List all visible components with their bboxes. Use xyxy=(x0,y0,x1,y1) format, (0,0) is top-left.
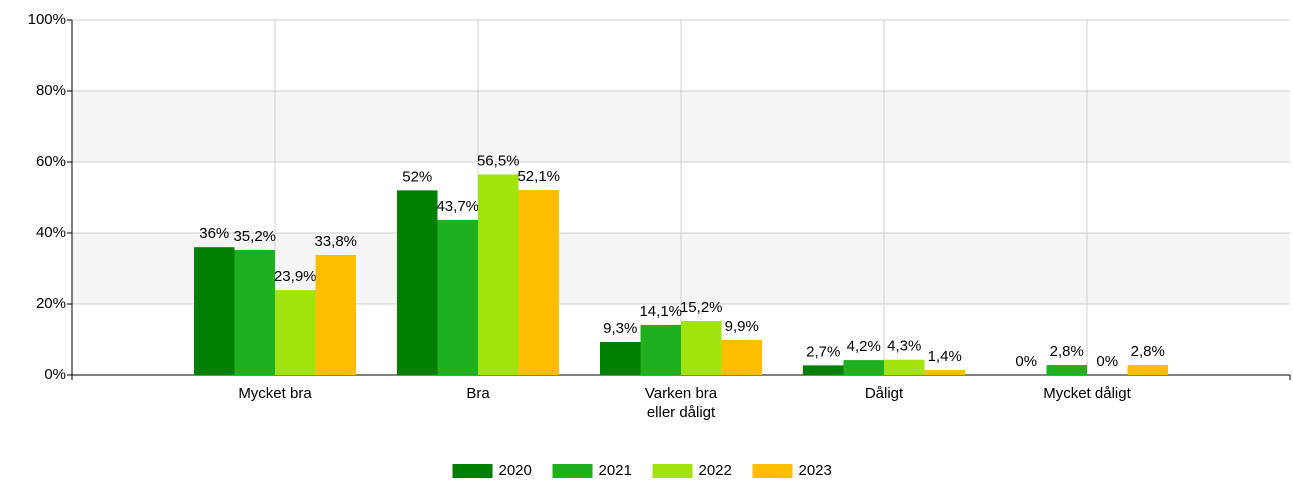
bar xyxy=(1046,365,1087,375)
bar xyxy=(1127,365,1168,375)
bar xyxy=(315,255,356,375)
legend-label: 2021 xyxy=(599,462,632,479)
y-tick-label: 40% xyxy=(36,224,66,241)
x-tick-label: Mycket dåligt xyxy=(1043,385,1131,402)
value-label: 23,9% xyxy=(274,268,317,285)
bar xyxy=(194,247,235,375)
value-label: 4,2% xyxy=(847,338,881,355)
legend-label: 2022 xyxy=(699,462,732,479)
value-label: 15,2% xyxy=(680,299,723,316)
y-tick-label: 100% xyxy=(28,11,66,28)
bar xyxy=(275,290,316,375)
bar xyxy=(681,321,722,375)
x-tick-label: Varken bra eller dåligt xyxy=(644,385,718,421)
legend-swatch xyxy=(652,464,693,478)
y-tick-label: 60% xyxy=(36,153,66,170)
value-label: 14,1% xyxy=(639,303,682,320)
y-tick-label: 80% xyxy=(36,82,66,99)
value-label: 33,8% xyxy=(314,233,357,250)
bar xyxy=(600,341,641,375)
value-label: 9,9% xyxy=(725,318,759,335)
bar xyxy=(478,174,519,375)
legend-swatch xyxy=(452,464,493,478)
bar xyxy=(518,190,559,375)
bar xyxy=(234,250,275,375)
bar xyxy=(803,365,844,375)
legend-swatch xyxy=(552,464,593,478)
bar xyxy=(884,359,925,375)
value-label: 0% xyxy=(1015,353,1037,370)
value-label: 2,8% xyxy=(1050,343,1084,360)
value-label: 52,1% xyxy=(517,168,560,185)
bar xyxy=(437,219,478,375)
value-label: 4,3% xyxy=(887,338,921,355)
value-label: 35,2% xyxy=(233,228,276,245)
value-label: 56,5% xyxy=(477,152,520,169)
value-label: 2,8% xyxy=(1131,343,1165,360)
bar xyxy=(924,370,965,375)
value-label: 1,4% xyxy=(928,348,962,365)
bar xyxy=(721,339,762,375)
y-tick-label: 20% xyxy=(36,295,66,312)
value-label: 0% xyxy=(1096,353,1118,370)
value-label: 36% xyxy=(199,225,229,242)
bar xyxy=(843,360,884,375)
x-tick-label: Mycket bra xyxy=(238,385,312,402)
bar xyxy=(397,190,438,375)
value-label: 43,7% xyxy=(436,198,479,215)
y-tick-label: 0% xyxy=(44,366,66,383)
value-label: 2,7% xyxy=(806,343,840,360)
bar xyxy=(640,324,681,375)
x-tick-label: Dåligt xyxy=(864,385,904,402)
legend-label: 2023 xyxy=(799,462,832,479)
legend-swatch xyxy=(752,464,793,478)
value-label: 9,3% xyxy=(603,320,637,337)
legend-label: 2020 xyxy=(499,462,532,479)
value-label: 52% xyxy=(402,168,432,185)
x-tick-label: Bra xyxy=(466,385,490,402)
